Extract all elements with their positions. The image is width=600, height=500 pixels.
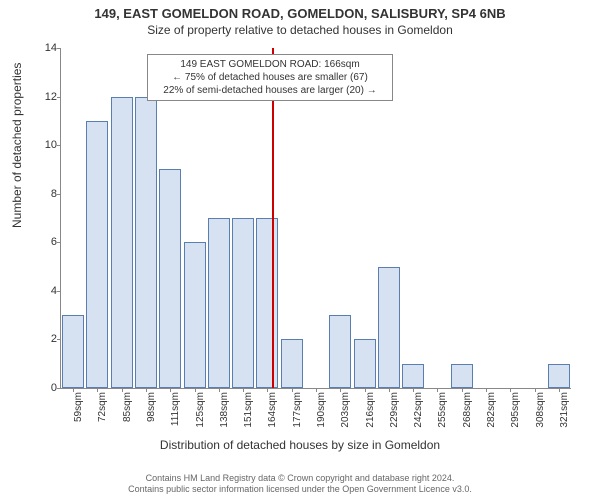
y-tick-mark xyxy=(57,48,61,49)
bar xyxy=(111,97,133,388)
bar xyxy=(208,218,230,388)
plot-region: 0246810121459sqm72sqm85sqm98sqm111sqm125… xyxy=(60,48,571,389)
bar xyxy=(62,315,84,388)
x-tick-label: 190sqm xyxy=(316,392,327,432)
y-axis-label: Number of detached properties xyxy=(10,63,24,228)
y-tick-label: 14 xyxy=(45,42,57,54)
x-axis-label: Distribution of detached houses by size … xyxy=(0,438,600,452)
x-tick-label: 72sqm xyxy=(97,392,108,432)
chart-area: 0246810121459sqm72sqm85sqm98sqm111sqm125… xyxy=(60,48,570,408)
y-tick-label: 10 xyxy=(45,139,57,151)
footer-line1: Contains HM Land Registry data © Crown c… xyxy=(146,473,455,483)
y-tick-mark xyxy=(57,339,61,340)
y-tick-mark xyxy=(57,194,61,195)
bar xyxy=(354,339,376,388)
bar xyxy=(451,364,473,388)
y-tick-mark xyxy=(57,242,61,243)
bar xyxy=(378,267,400,388)
x-tick-label: 255sqm xyxy=(437,392,448,432)
x-tick-label: 164sqm xyxy=(267,392,278,432)
x-tick-label: 295sqm xyxy=(510,392,521,432)
bar xyxy=(548,364,570,388)
x-tick-label: 282sqm xyxy=(486,392,497,432)
bar xyxy=(281,339,303,388)
x-tick-label: 229sqm xyxy=(389,392,400,432)
x-tick-label: 111sqm xyxy=(170,392,181,432)
bar xyxy=(329,315,351,388)
x-tick-label: 268sqm xyxy=(462,392,473,432)
annot-line2: ← 75% of detached houses are smaller (67… xyxy=(172,72,368,83)
bar xyxy=(402,364,424,388)
bar xyxy=(184,242,206,388)
bar xyxy=(256,218,278,388)
annot-line1: 149 EAST GOMELDON ROAD: 166sqm xyxy=(180,59,359,70)
bar xyxy=(159,169,181,388)
x-tick-label: 98sqm xyxy=(146,392,157,432)
y-tick-label: 12 xyxy=(45,91,57,103)
title-main: 149, EAST GOMELDON ROAD, GOMELDON, SALIS… xyxy=(0,0,600,21)
y-tick-mark xyxy=(57,97,61,98)
annot-line3: 22% of semi-detached houses are larger (… xyxy=(163,85,376,96)
footer-line2: Contains public sector information licen… xyxy=(128,484,472,494)
y-tick-mark xyxy=(57,291,61,292)
y-tick-mark xyxy=(57,145,61,146)
x-tick-label: 151sqm xyxy=(243,392,254,432)
title-sub: Size of property relative to detached ho… xyxy=(0,21,600,37)
bar xyxy=(232,218,254,388)
footer-attribution: Contains HM Land Registry data © Crown c… xyxy=(0,473,600,496)
x-tick-label: 203sqm xyxy=(340,392,351,432)
x-tick-label: 242sqm xyxy=(413,392,424,432)
bar xyxy=(135,97,157,388)
x-tick-label: 138sqm xyxy=(219,392,230,432)
x-tick-label: 177sqm xyxy=(292,392,303,432)
y-tick-mark xyxy=(57,388,61,389)
x-tick-label: 59sqm xyxy=(73,392,84,432)
x-tick-label: 308sqm xyxy=(535,392,546,432)
x-tick-label: 321sqm xyxy=(559,392,570,432)
annotation-box: 149 EAST GOMELDON ROAD: 166sqm ← 75% of d… xyxy=(147,54,393,101)
x-tick-label: 85sqm xyxy=(122,392,133,432)
x-tick-label: 125sqm xyxy=(195,392,206,432)
x-tick-label: 216sqm xyxy=(365,392,376,432)
bar xyxy=(86,121,108,388)
